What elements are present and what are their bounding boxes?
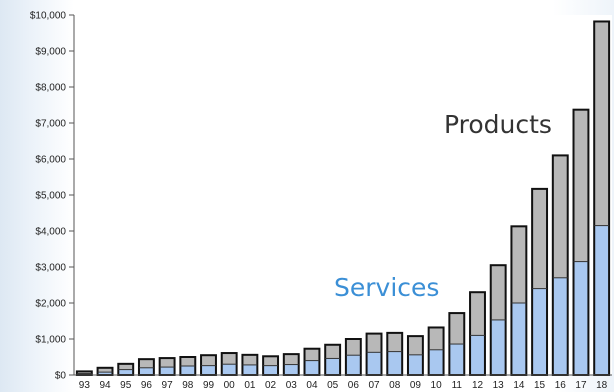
- x-tick-label: 13: [493, 380, 505, 391]
- x-tick-label: 95: [120, 380, 132, 391]
- bar-products-01: [242, 354, 258, 365]
- bar-products-93: [76, 371, 92, 374]
- bar-products-07: [366, 333, 382, 353]
- y-tick-label: $1,000: [35, 335, 66, 346]
- bar-services-95: [118, 369, 134, 375]
- bar-products-10: [428, 327, 444, 350]
- bar-services-12: [470, 335, 485, 375]
- bar-services-06: [345, 355, 361, 375]
- bar-services-18: [594, 225, 610, 375]
- bar-products-17: [573, 109, 589, 262]
- bar-products-08: [387, 332, 403, 352]
- y-tick-label: $9,000: [35, 47, 66, 58]
- bar-products-06: [345, 339, 361, 356]
- x-tick-label: 04: [306, 380, 318, 391]
- bar-services-15: [532, 288, 548, 375]
- bar-services-11: [449, 344, 465, 375]
- x-tick-label: 03: [286, 380, 298, 391]
- annotation-services: Services: [334, 273, 439, 302]
- x-tick-label: 16: [555, 380, 567, 391]
- bar-services-10: [428, 349, 444, 375]
- x-tick-label: 11: [452, 380, 463, 391]
- bar-services-08: [387, 351, 403, 375]
- y-tick-label: $4,000: [35, 227, 66, 238]
- bar-products-99: [201, 355, 216, 366]
- x-tick-label: 94: [99, 380, 111, 391]
- y-tick-label: $3,000: [35, 263, 66, 274]
- x-tick-label: 96: [141, 380, 153, 391]
- bar-services-05: [325, 358, 341, 375]
- x-tick-label: 93: [79, 380, 91, 391]
- y-axis-ticks: $0 $1,000 $2,000 $3,000 $4,000 $5,000 $6,000 $7…: [30, 11, 74, 382]
- bar-services-16: [552, 277, 568, 375]
- bar-services-99: [201, 365, 216, 375]
- x-tick-label: 09: [410, 380, 422, 391]
- x-tick-label: 17: [575, 380, 587, 391]
- x-tick-label: 14: [513, 380, 525, 391]
- bar-services-00: [221, 364, 237, 375]
- bar-products-14: [511, 226, 527, 303]
- x-tick-label: 18: [596, 380, 608, 391]
- bar-products-18: [594, 21, 610, 226]
- bar-products-94: [97, 367, 113, 373]
- bar-services-17: [573, 261, 589, 375]
- bar-products-09: [407, 336, 423, 355]
- y-tick-label: $0: [55, 371, 67, 382]
- x-tick-label: 00: [224, 380, 236, 391]
- y-tick-label: $5,000: [35, 191, 66, 202]
- bar-services-96: [138, 367, 154, 375]
- x-tick-label: 05: [327, 380, 339, 391]
- bar-services-03: [283, 364, 299, 375]
- bar-products-04: [304, 348, 320, 361]
- x-tick-label: 02: [265, 380, 277, 391]
- x-tick-label: 12: [472, 380, 484, 391]
- bar-products-13: [490, 265, 506, 320]
- x-tick-label: 08: [389, 380, 401, 391]
- bar-services-02: [263, 365, 279, 375]
- x-tick-label: 15: [534, 380, 546, 391]
- bar-services-97: [159, 367, 175, 375]
- x-tick-label: 97: [162, 380, 174, 391]
- bar-products-12: [470, 292, 485, 336]
- y-tick-label: $2,000: [35, 299, 66, 310]
- bar-services-07: [366, 352, 382, 375]
- y-tick-label: $6,000: [35, 155, 66, 166]
- bar-services-09: [407, 354, 423, 375]
- x-tick-label: 98: [182, 380, 194, 391]
- y-tick-label: $10,000: [30, 11, 67, 22]
- x-tick-label: 01: [244, 380, 256, 391]
- bar-products-05: [325, 344, 341, 359]
- bar-products-03: [283, 354, 299, 365]
- bar-services-94: [97, 372, 113, 375]
- x-tick-label: 99: [203, 380, 215, 391]
- x-tick-label: 07: [368, 380, 380, 391]
- bar-products-02: [263, 356, 279, 366]
- x-tick-label: 06: [348, 380, 360, 391]
- annotation-products: Products: [444, 110, 552, 139]
- bar-services-04: [304, 360, 320, 375]
- y-tick-label: $7,000: [35, 119, 66, 130]
- bar-products-96: [138, 359, 154, 368]
- bar-services-01: [242, 364, 258, 375]
- bar-services-98: [180, 366, 196, 375]
- bar-products-97: [159, 358, 175, 368]
- bar-services-14: [511, 303, 527, 375]
- bar-products-15: [532, 188, 548, 289]
- bar-products-00: [221, 353, 237, 365]
- bar-services-13: [490, 319, 506, 375]
- y-tick-label: $8,000: [35, 83, 66, 94]
- x-tick-label: 10: [431, 380, 443, 391]
- bar-products-95: [118, 363, 134, 370]
- bar-products-16: [552, 155, 568, 278]
- x-axis-ticks: 93 94 95 96 97 98 99 00 01 02 03 04 05 06 07 08 09 10 11 12…: [79, 380, 608, 391]
- bar-products-98: [180, 357, 196, 366]
- bar-products-11: [449, 313, 465, 345]
